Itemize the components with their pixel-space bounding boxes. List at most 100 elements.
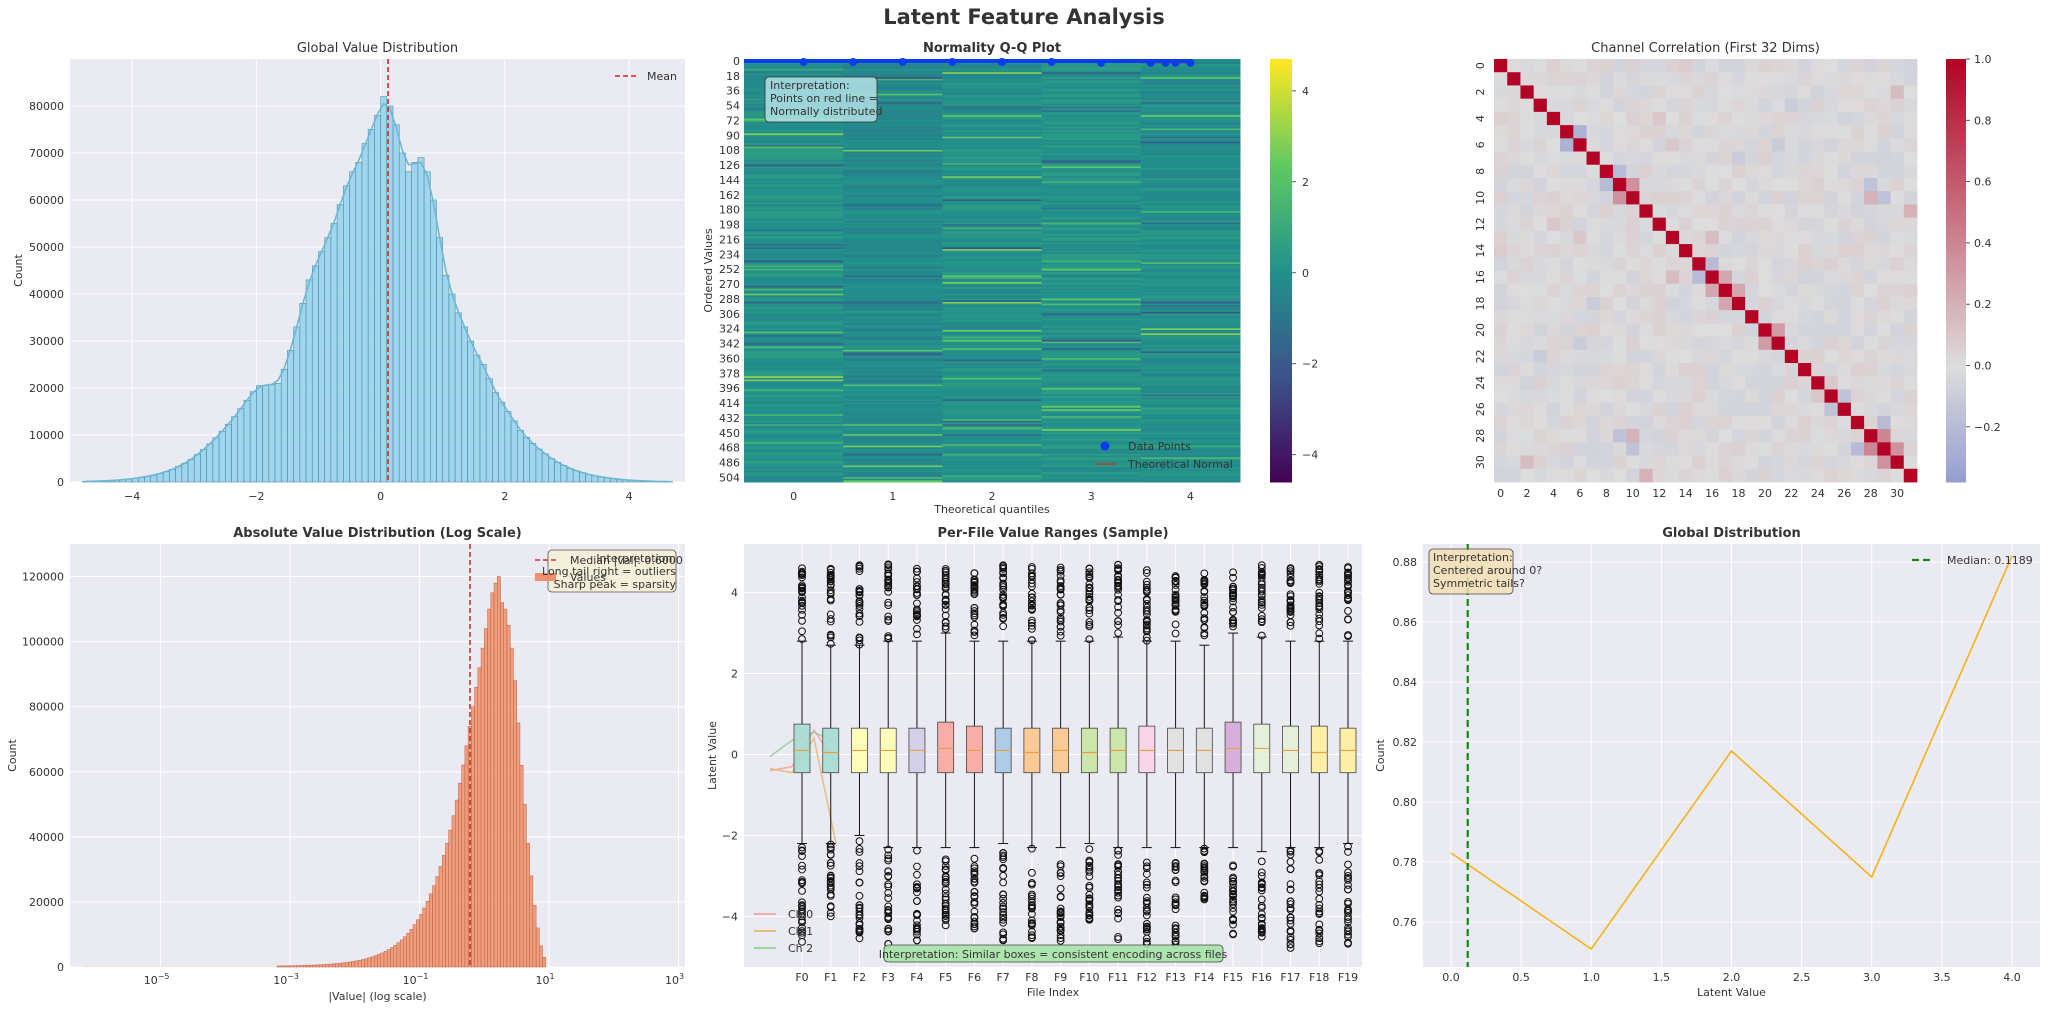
- correlation-cell: [1877, 442, 1891, 456]
- correlation-cell: [1666, 323, 1680, 337]
- correlation-cell: [1639, 389, 1653, 403]
- colorbar-segment: [1946, 404, 1966, 408]
- correlation-cell: [1904, 469, 1918, 483]
- correlation-cell: [1864, 416, 1878, 430]
- correlation-cell: [1494, 165, 1508, 179]
- x-axis-label: File Index: [1027, 986, 1080, 999]
- correlation-cell: [1732, 165, 1746, 179]
- correlation-cell: [1639, 429, 1653, 443]
- correlation-cell: [1719, 416, 1733, 430]
- correlation-cell: [1732, 59, 1746, 73]
- correlation-cell: [1600, 310, 1614, 324]
- histogram-bar: [439, 866, 442, 967]
- correlation-cell: [1811, 429, 1825, 443]
- correlation-cell: [1547, 59, 1561, 73]
- histogram-bar: [426, 901, 429, 967]
- colorbar-segment: [1946, 144, 1966, 148]
- correlation-cell: [1904, 310, 1918, 324]
- correlation-cell: [1798, 99, 1812, 113]
- correlation-cell: [1520, 218, 1534, 232]
- histogram-bar: [412, 162, 418, 482]
- correlation-cell: [1692, 85, 1706, 99]
- correlation-cell: [1560, 72, 1574, 86]
- correlation-cell: [1745, 191, 1759, 205]
- colorbar-segment: [1270, 214, 1292, 218]
- colorbar-segment: [1946, 108, 1966, 112]
- correlation-cell: [1891, 204, 1905, 218]
- correlation-cell: [1798, 456, 1812, 470]
- correlation-cell: [1732, 442, 1746, 456]
- colorbar-segment: [1946, 172, 1966, 176]
- correlation-cell: [1772, 323, 1786, 337]
- correlation-cell: [1851, 152, 1865, 166]
- correlation-cell: [1745, 376, 1759, 390]
- correlation-cell: [1573, 271, 1587, 285]
- correlation-cell: [1573, 72, 1587, 86]
- correlation-cell: [1732, 178, 1746, 192]
- y-tick-label: 0.84: [1393, 676, 1418, 689]
- histogram-bar: [356, 162, 362, 482]
- correlation-cell: [1877, 284, 1891, 298]
- annotation-line: Interpretation:: [1433, 551, 1513, 564]
- correlation-cell: [1653, 125, 1667, 139]
- correlation-cell: [1851, 469, 1865, 483]
- colorbar-segment: [1270, 182, 1292, 186]
- correlation-cell: [1824, 389, 1838, 403]
- colorbar-segment: [1270, 137, 1292, 141]
- correlation-cell: [1679, 218, 1693, 232]
- correlation-cell: [1692, 469, 1706, 483]
- correlation-cell: [1745, 284, 1759, 298]
- correlation-cell: [1745, 442, 1759, 456]
- correlation-cell: [1613, 271, 1627, 285]
- correlation-cell: [1626, 244, 1640, 258]
- correlation-cell: [1732, 284, 1746, 298]
- colorbar-segment: [1946, 401, 1966, 405]
- correlation-cell: [1613, 178, 1627, 192]
- colorbar-segment: [1946, 112, 1966, 116]
- correlation-cell: [1877, 178, 1891, 192]
- y-tick-label: 504: [719, 471, 740, 484]
- colorbar-segment: [1946, 376, 1966, 380]
- y-tick-label: 306: [719, 308, 740, 321]
- correlation-cell: [1758, 376, 1772, 390]
- y-tick-label: 0: [1474, 62, 1487, 69]
- correlation-cell: [1587, 350, 1601, 364]
- correlation-cell: [1798, 284, 1812, 298]
- correlation-cell: [1560, 271, 1574, 285]
- correlation-cell: [1626, 310, 1640, 324]
- correlation-cell: [1666, 442, 1680, 456]
- correlation-cell: [1719, 376, 1733, 390]
- correlation-cell: [1891, 125, 1905, 139]
- correlation-cell: [1626, 350, 1640, 364]
- correlation-cell: [1706, 99, 1720, 113]
- correlation-cell: [1666, 337, 1680, 351]
- correlation-cell: [1666, 376, 1680, 390]
- correlation-cell: [1520, 297, 1534, 311]
- correlation-cell: [1560, 138, 1574, 152]
- correlation-cell: [1653, 112, 1667, 126]
- colorbar-segment: [1946, 295, 1966, 299]
- histogram-bar: [573, 471, 579, 482]
- correlation-cell: [1851, 125, 1865, 139]
- correlation-cell: [1732, 191, 1746, 205]
- correlation-cell: [1534, 244, 1548, 258]
- correlation-cell: [1706, 310, 1720, 324]
- correlation-cell: [1758, 284, 1772, 298]
- correlation-cell: [1653, 59, 1667, 73]
- correlation-cell: [1904, 376, 1918, 390]
- correlation-cell: [1706, 284, 1720, 298]
- correlation-cell: [1692, 125, 1706, 139]
- colorbar-segment: [1270, 323, 1292, 327]
- correlation-cell: [1534, 257, 1548, 271]
- correlation-cell: [1706, 442, 1720, 456]
- y-tick-label: 4: [1474, 115, 1487, 122]
- correlation-cell: [1864, 178, 1878, 192]
- correlation-cell: [1653, 218, 1667, 232]
- correlation-cell: [1613, 376, 1627, 390]
- correlation-cell: [1560, 218, 1574, 232]
- correlation-cell: [1692, 165, 1706, 179]
- colorbar-segment: [1946, 175, 1966, 179]
- correlation-cell: [1785, 244, 1799, 258]
- colorbar-tick-label: 0.4: [1974, 237, 1992, 250]
- correlation-cell: [1824, 337, 1838, 351]
